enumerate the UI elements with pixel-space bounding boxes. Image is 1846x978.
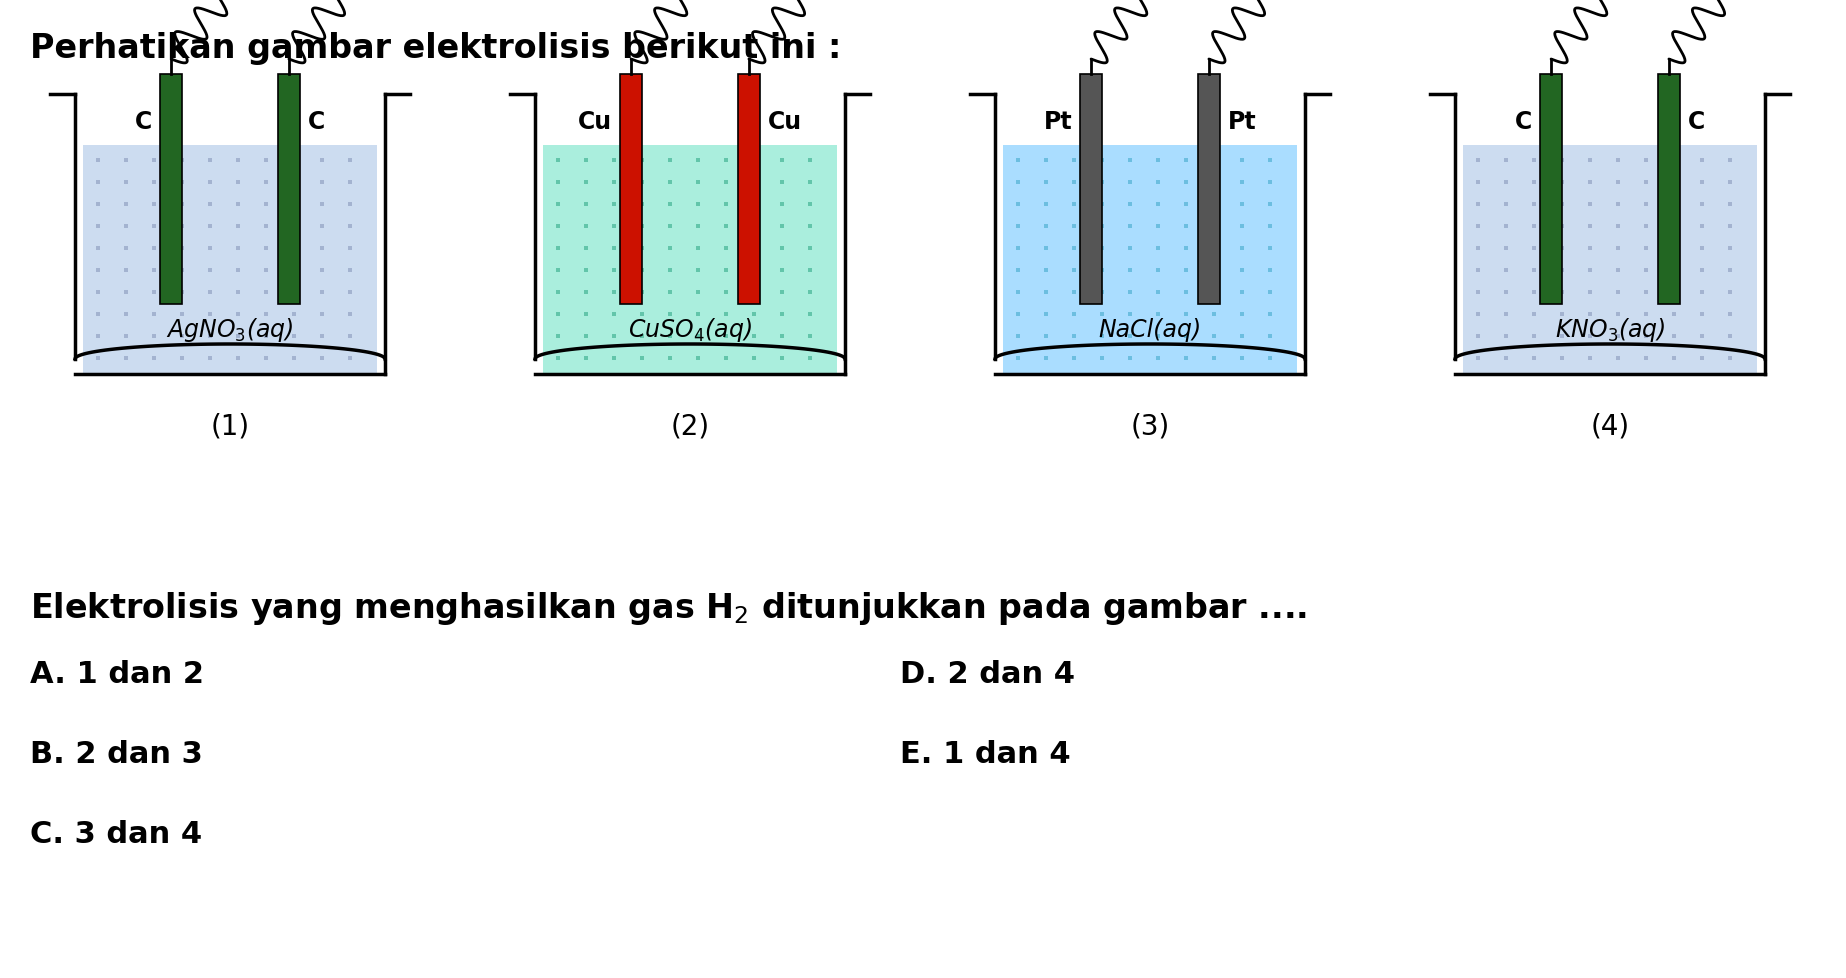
Text: C. 3 dan 4: C. 3 dan 4	[30, 820, 201, 848]
Bar	[1080, 75, 1102, 305]
Text: CuSO$_4$(aq): CuSO$_4$(aq)	[628, 316, 751, 343]
Bar	[620, 75, 642, 305]
Text: C: C	[1687, 110, 1706, 134]
Text: Elektrolisis yang menghasilkan gas H$_2$ ditunjukkan pada gambar ....: Elektrolisis yang menghasilkan gas H$_2$…	[30, 590, 1307, 626]
Text: Cu: Cu	[768, 110, 801, 134]
Text: AgNO$_3$(aq): AgNO$_3$(aq)	[166, 316, 294, 343]
Bar	[1540, 75, 1562, 305]
Bar	[1198, 75, 1220, 305]
Text: (1): (1)	[210, 413, 249, 440]
Text: Perhatikan gambar elektrolisis berikut ini :: Perhatikan gambar elektrolisis berikut i…	[30, 32, 842, 65]
Bar	[543, 146, 836, 375]
Text: (4): (4)	[1591, 413, 1630, 440]
Text: Pt: Pt	[1228, 110, 1257, 134]
Text: D. 2 dan 4: D. 2 dan 4	[901, 659, 1074, 689]
Text: Cu: Cu	[578, 110, 613, 134]
Text: Pt: Pt	[1043, 110, 1073, 134]
Text: E. 1 dan 4: E. 1 dan 4	[901, 739, 1071, 768]
Bar	[738, 75, 761, 305]
Text: A. 1 dan 2: A. 1 dan 2	[30, 659, 205, 689]
Bar	[1464, 146, 1757, 375]
Text: KNO$_3$(aq): KNO$_3$(aq)	[1554, 316, 1665, 343]
Bar	[83, 146, 377, 375]
Text: (2): (2)	[670, 413, 709, 440]
Bar	[1658, 75, 1680, 305]
Bar	[1002, 146, 1298, 375]
Text: C: C	[135, 110, 151, 134]
Text: C: C	[308, 110, 325, 134]
Text: NaCl(aq): NaCl(aq)	[1098, 318, 1202, 341]
Text: (3): (3)	[1130, 413, 1170, 440]
Bar	[279, 75, 299, 305]
Text: C: C	[1516, 110, 1532, 134]
Bar	[161, 75, 183, 305]
Text: B. 2 dan 3: B. 2 dan 3	[30, 739, 203, 768]
